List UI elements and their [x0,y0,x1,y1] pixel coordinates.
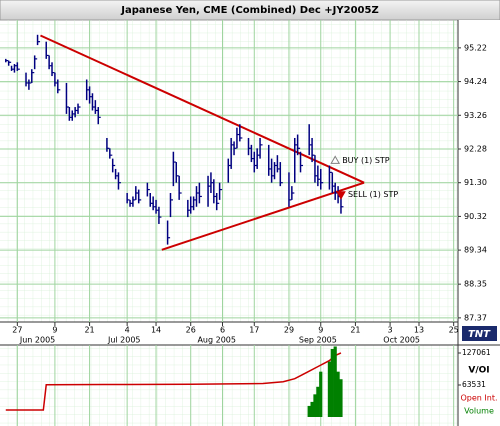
panel-label: V/OI [468,366,489,376]
x-tick-label: 26 [186,326,196,335]
y-tick-label: 87.37 [464,313,487,322]
v-tick-label: 127061 [462,348,491,357]
month-label: Aug 2005 [197,336,236,345]
x-tick-label: 14 [151,326,161,335]
volume-bar [339,379,343,417]
panel-area [0,345,458,426]
y-tick-label: 90.32 [464,212,487,221]
chart-title: Japanese Yen, CME (Combined) Dec +JY2005… [120,5,378,16]
chart-layer: 27 9 21 4 14 26 6 17 29 9 21 3 13 25 Jun 2005 Jul 2005 A… [0,20,498,426]
v-tick-label: 63531 [462,380,486,389]
right-axis [458,20,500,426]
volume-bar [333,346,337,417]
y-tick-label: 92.28 [464,144,487,153]
logo: TNT [468,329,491,340]
volume-bar [330,348,334,417]
month-label: Sep 2005 [299,336,337,345]
x-tick-label: 3 [388,326,393,335]
y-tick-label: 94.24 [464,77,487,86]
x-tick-label: 25 [449,326,459,335]
y-tick-label: 89.34 [464,246,487,255]
y-tick-label: 93.26 [464,111,487,120]
x-tick-label: 21 [350,326,360,335]
x-tick-label: 9 [318,326,323,335]
x-tick-label: 27 [12,326,22,335]
month-label: Oct 2005 [383,336,420,345]
legend-entry: Open Int. [460,394,497,403]
volume-bar [327,361,332,417]
month-label: Jul 2005 [107,336,141,345]
volume-bar [307,405,311,417]
x-tick-label: 13 [414,326,424,335]
y-tick-label: 95.22 [464,43,487,52]
logo-box [462,326,497,341]
signal-marker [336,191,346,200]
y-tick-label: 91.30 [464,178,487,187]
x-tick-label: 6 [220,326,225,335]
x-tick-label: 21 [84,326,94,335]
oi-line [5,352,342,411]
y-tick-label: 88.35 [464,280,487,289]
volume-bar [319,371,323,417]
volume-bar [336,371,340,417]
x-tick-label: 9 [52,326,57,335]
annotation: BUY (1) STP [342,156,390,165]
trendline [40,34,365,184]
volume-bar [316,386,320,417]
month-label: Jun 2005 [19,336,55,345]
x-tick-label: 4 [125,326,130,335]
x-tick-label: 17 [249,326,259,335]
signal-marker [330,155,341,164]
legend-entry: Volume [464,407,494,416]
annotation: SELL (1) STP [348,190,398,199]
x-tick-label: 29 [284,326,294,335]
trendline [161,181,365,251]
volume-bar [313,394,317,417]
volume-bar [310,401,314,417]
